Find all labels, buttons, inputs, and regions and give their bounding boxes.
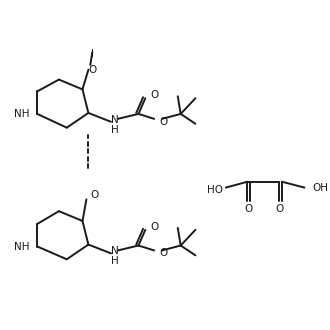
Text: H: H — [111, 125, 119, 135]
Text: NH: NH — [14, 109, 29, 119]
Text: O: O — [150, 222, 158, 232]
Text: O: O — [276, 204, 284, 214]
Text: O: O — [150, 90, 158, 100]
Text: HO: HO — [207, 184, 223, 195]
Text: I: I — [91, 49, 94, 59]
Text: H: H — [111, 256, 119, 266]
Text: O: O — [244, 204, 252, 214]
Text: O: O — [159, 117, 167, 127]
Text: OH: OH — [312, 182, 328, 193]
Text: N: N — [111, 247, 119, 256]
Text: N: N — [111, 115, 119, 125]
Text: NH: NH — [14, 242, 29, 251]
Text: O: O — [159, 248, 167, 258]
Text: O: O — [88, 65, 97, 75]
Text: O: O — [90, 190, 99, 200]
